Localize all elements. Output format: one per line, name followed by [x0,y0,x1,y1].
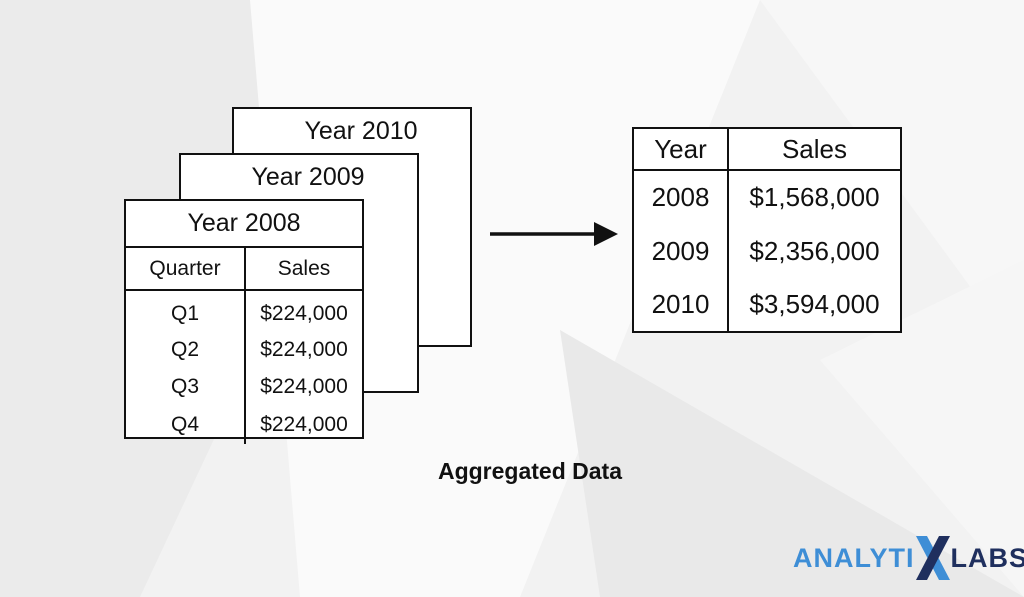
table-row: 2009 $2,356,000 [633,224,901,278]
year-cell: 2009 [633,224,729,278]
sales-cell: $2,356,000 [749,235,880,266]
diagram-caption: Aggregated Data [437,458,623,484]
sales-cell: $224,000 [260,302,348,325]
logo-text-labs: LABS [950,542,1024,573]
sales-cell: $224,000 [260,412,348,436]
sheet-title: Year 2008 [187,209,301,237]
quarterly-sales-table: Quarter Sales Q1 $224,000 Q2 $224,000 Q3… [126,246,362,444]
quarter-cell: Q2 [126,331,246,369]
table-header-row: Year Sales [633,128,901,171]
analytixlabs-logo: ANALYTI LABS [793,536,1024,580]
column-header-sales: Sales [245,246,362,291]
year-cell: 2010 [633,278,729,332]
logo-text-analyti: ANALYTI [793,542,915,573]
table-row: 2008 $1,568,000 [633,170,901,224]
quarter-cell: Q3 [126,368,246,406]
sales-cell: $224,000 [260,375,348,399]
aggregated-sales-table: Year Sales 2008 $1,568,000 2009 $2,356,0… [632,127,902,333]
table-header-row: Quarter Sales [126,246,362,291]
table-row: 2010 $3,594,000 [633,278,901,332]
column-header-sales: Sales [728,128,901,171]
column-header-year: Year [633,128,729,171]
x-mark-icon [915,536,950,580]
sheet-title: Year 2010 [304,117,418,145]
arrow-right-icon [490,222,618,246]
sheet-year-2008: Year 2008 Quarter Sales Q1 $224,000 Q2 $… [124,199,364,444]
table-row: Q1 $224,000 [126,290,362,331]
year-cell: 2008 [633,170,729,224]
sales-cell: $224,000 [260,337,348,361]
table-row: Q4 $224,000 [126,406,362,444]
table-row: Q3 $224,000 [126,368,362,406]
quarter-cell: Q1 [126,290,246,331]
sales-cell: $3,594,000 [749,289,880,319]
column-header-quarter: Quarter [126,246,246,291]
quarter-cell: Q4 [126,406,246,444]
table-row: Q2 $224,000 [126,331,362,369]
sheet-title: Year 2009 [251,163,365,191]
sales-cell: $1,568,000 [749,182,880,212]
